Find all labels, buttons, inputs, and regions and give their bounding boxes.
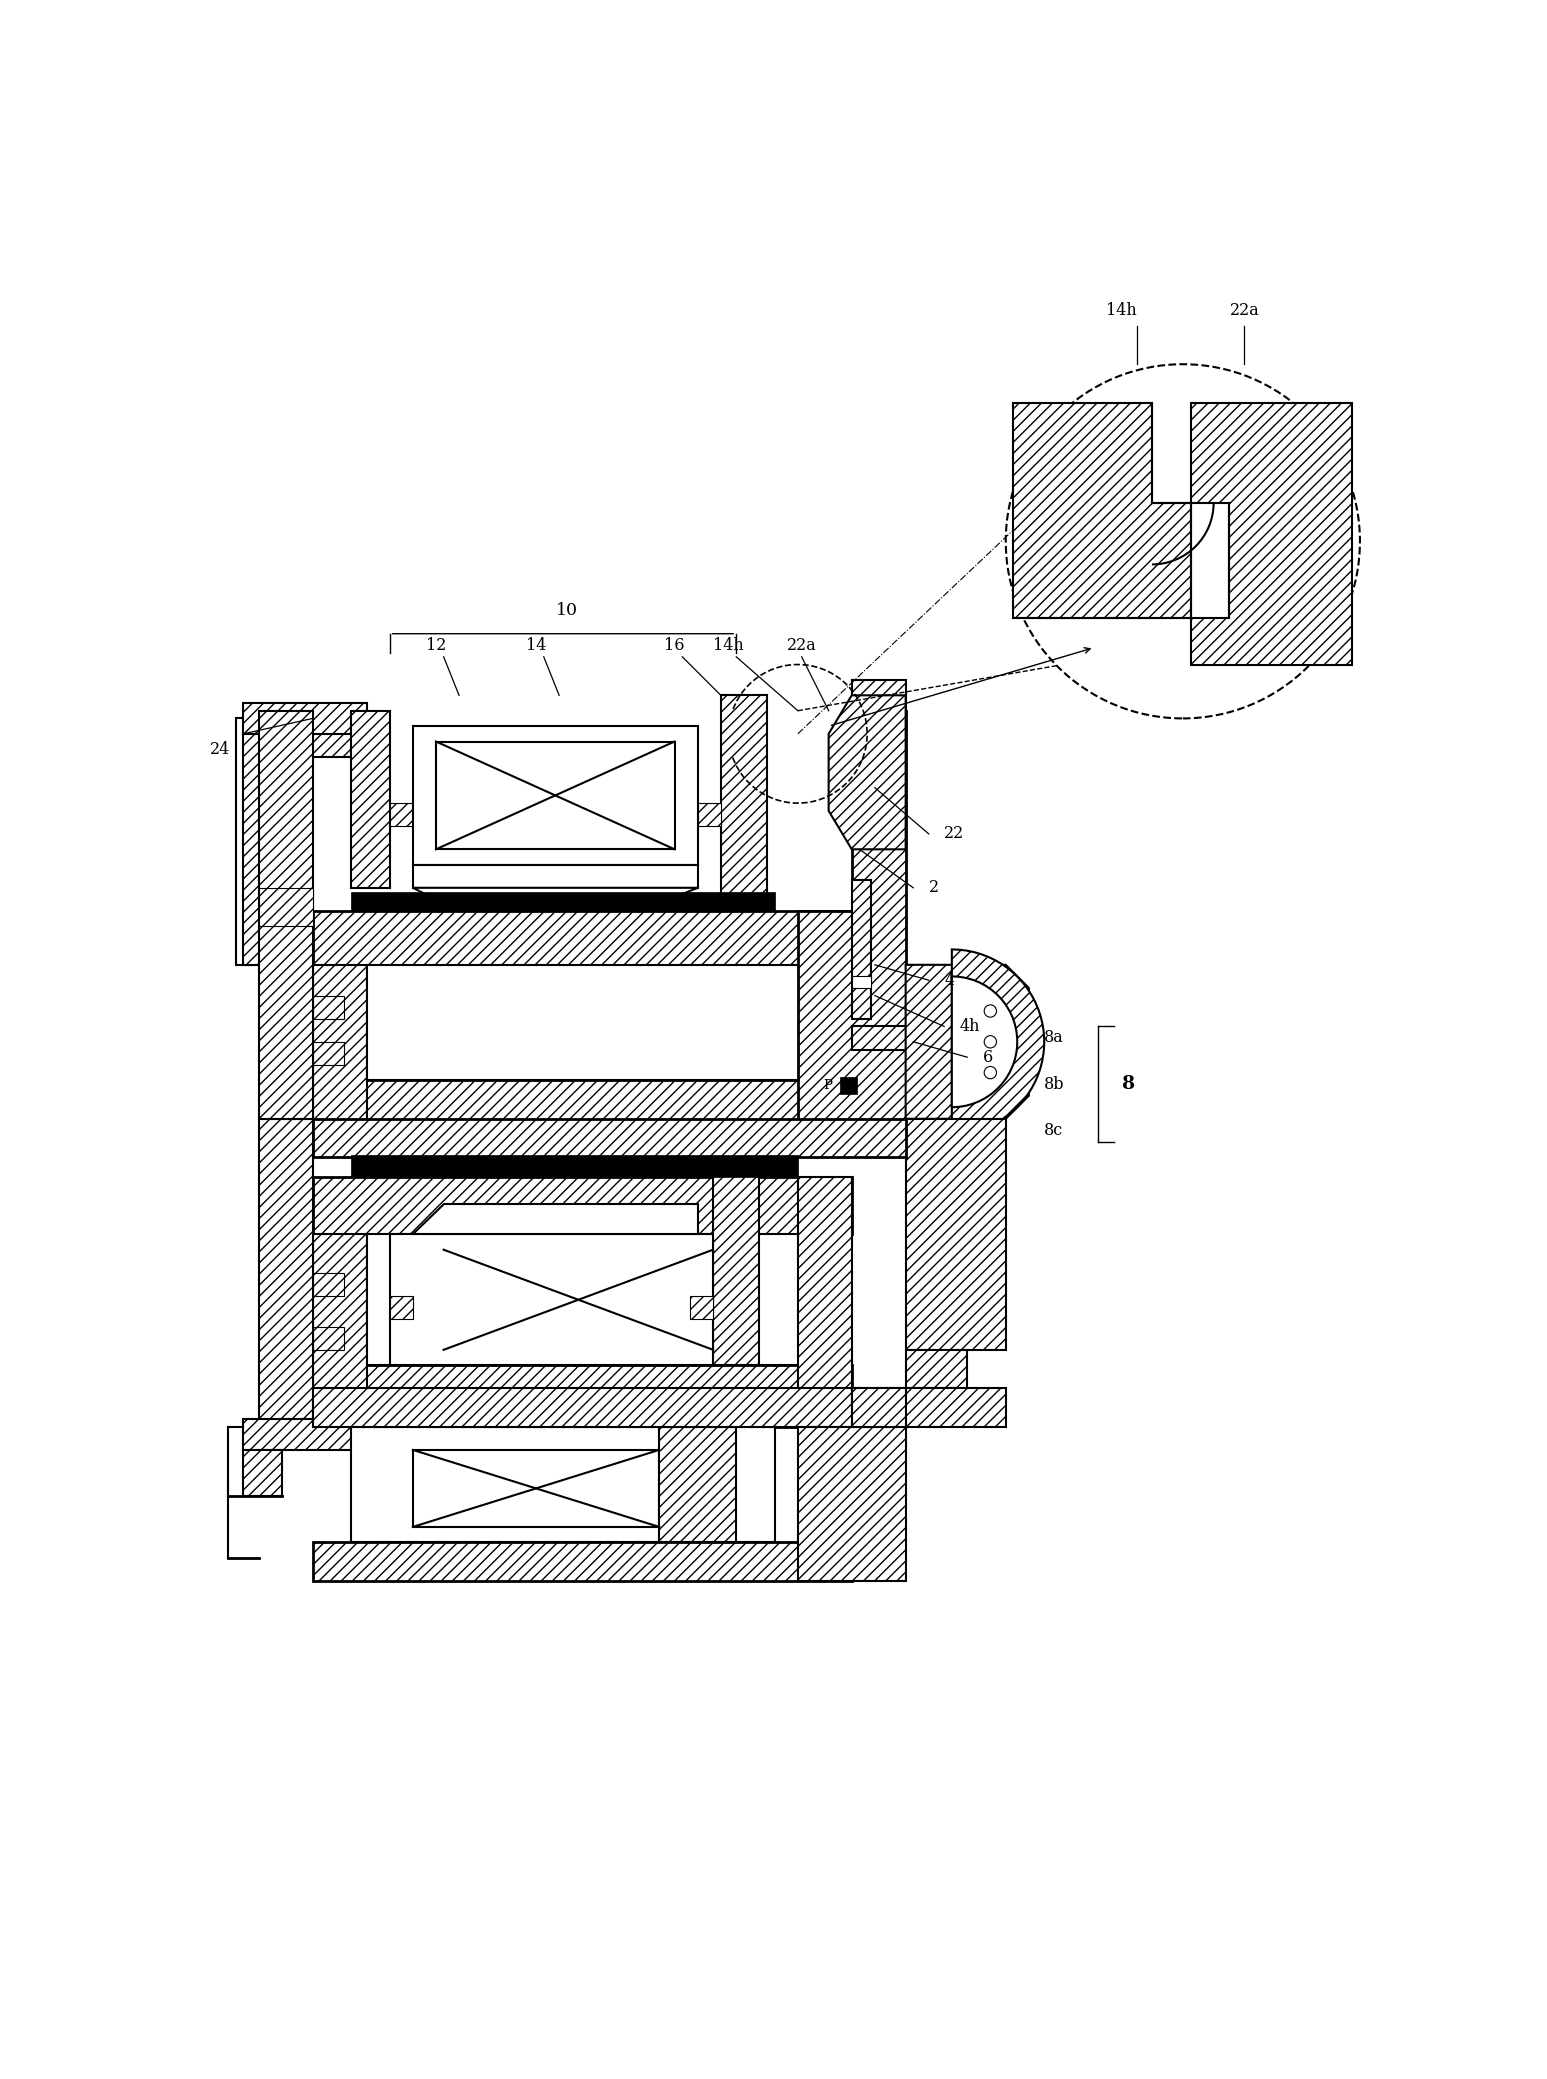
Polygon shape <box>258 1119 312 1426</box>
Text: 10: 10 <box>555 603 579 620</box>
Polygon shape <box>351 711 390 888</box>
Text: 22: 22 <box>944 825 964 842</box>
Polygon shape <box>258 711 312 1119</box>
Text: 22a: 22a <box>787 636 817 653</box>
Polygon shape <box>390 802 413 825</box>
Polygon shape <box>1191 403 1352 665</box>
Bar <box>840 1077 857 1094</box>
Polygon shape <box>390 1295 413 1318</box>
Bar <box>367 965 814 1081</box>
Text: 14h: 14h <box>713 636 744 653</box>
Bar <box>852 879 871 1019</box>
Circle shape <box>984 1004 996 1017</box>
Polygon shape <box>852 680 905 811</box>
Polygon shape <box>905 1349 967 1389</box>
Polygon shape <box>312 1177 852 1235</box>
Polygon shape <box>852 1027 928 1050</box>
Polygon shape <box>312 1326 343 1349</box>
Text: 8: 8 <box>1123 1075 1135 1094</box>
Polygon shape <box>951 950 1044 1135</box>
Bar <box>351 1156 798 1177</box>
Polygon shape <box>413 865 698 888</box>
Polygon shape <box>829 694 905 850</box>
Polygon shape <box>312 1543 852 1580</box>
Bar <box>852 977 871 988</box>
Text: 4: 4 <box>944 971 954 990</box>
Polygon shape <box>312 1272 343 1295</box>
Text: 12: 12 <box>425 636 446 653</box>
Polygon shape <box>312 1042 343 1064</box>
Polygon shape <box>798 1389 1006 1426</box>
Circle shape <box>984 1035 996 1048</box>
Polygon shape <box>243 1449 282 1497</box>
Polygon shape <box>951 977 1018 1108</box>
Text: 22a: 22a <box>1230 301 1259 318</box>
Bar <box>713 1173 760 1366</box>
Text: 8c: 8c <box>1044 1123 1063 1139</box>
Polygon shape <box>852 1389 905 1426</box>
Text: 8a: 8a <box>1044 1029 1064 1046</box>
Polygon shape <box>235 719 297 965</box>
Polygon shape <box>351 1426 775 1543</box>
Polygon shape <box>312 1119 905 1158</box>
Text: 14h: 14h <box>1106 301 1137 318</box>
Polygon shape <box>798 1426 905 1580</box>
Polygon shape <box>905 965 1029 1119</box>
Bar <box>258 719 374 757</box>
Polygon shape <box>312 911 852 965</box>
Bar <box>258 719 297 965</box>
Polygon shape <box>312 1366 852 1426</box>
Bar <box>413 1449 659 1526</box>
Polygon shape <box>312 1389 852 1426</box>
Polygon shape <box>798 1177 852 1426</box>
Polygon shape <box>243 734 282 965</box>
Polygon shape <box>905 1119 1006 1349</box>
Circle shape <box>984 1067 996 1079</box>
Bar <box>351 892 775 911</box>
Text: 6: 6 <box>982 1048 993 1067</box>
Polygon shape <box>698 802 721 825</box>
Text: 16: 16 <box>664 636 685 653</box>
Bar <box>367 1235 814 1366</box>
Bar <box>258 888 312 927</box>
Polygon shape <box>413 888 698 902</box>
Polygon shape <box>1013 403 1191 617</box>
Polygon shape <box>312 996 343 1019</box>
Text: 14: 14 <box>526 636 546 653</box>
Bar <box>444 1249 713 1349</box>
Bar <box>243 1420 359 1449</box>
Polygon shape <box>312 1081 852 1141</box>
Polygon shape <box>659 1426 736 1543</box>
Polygon shape <box>798 711 905 1141</box>
Text: 4h: 4h <box>959 1019 981 1035</box>
Polygon shape <box>312 1235 367 1426</box>
Polygon shape <box>690 1295 713 1318</box>
Text: 8b: 8b <box>1044 1075 1064 1094</box>
Text: 2: 2 <box>928 879 939 896</box>
Polygon shape <box>312 965 367 1141</box>
Bar <box>413 726 698 865</box>
Polygon shape <box>721 694 767 902</box>
Polygon shape <box>390 1235 713 1366</box>
Text: 24: 24 <box>210 740 231 757</box>
Polygon shape <box>413 1204 698 1235</box>
Text: P: P <box>823 1079 832 1091</box>
Bar <box>436 742 674 850</box>
Polygon shape <box>243 703 367 734</box>
